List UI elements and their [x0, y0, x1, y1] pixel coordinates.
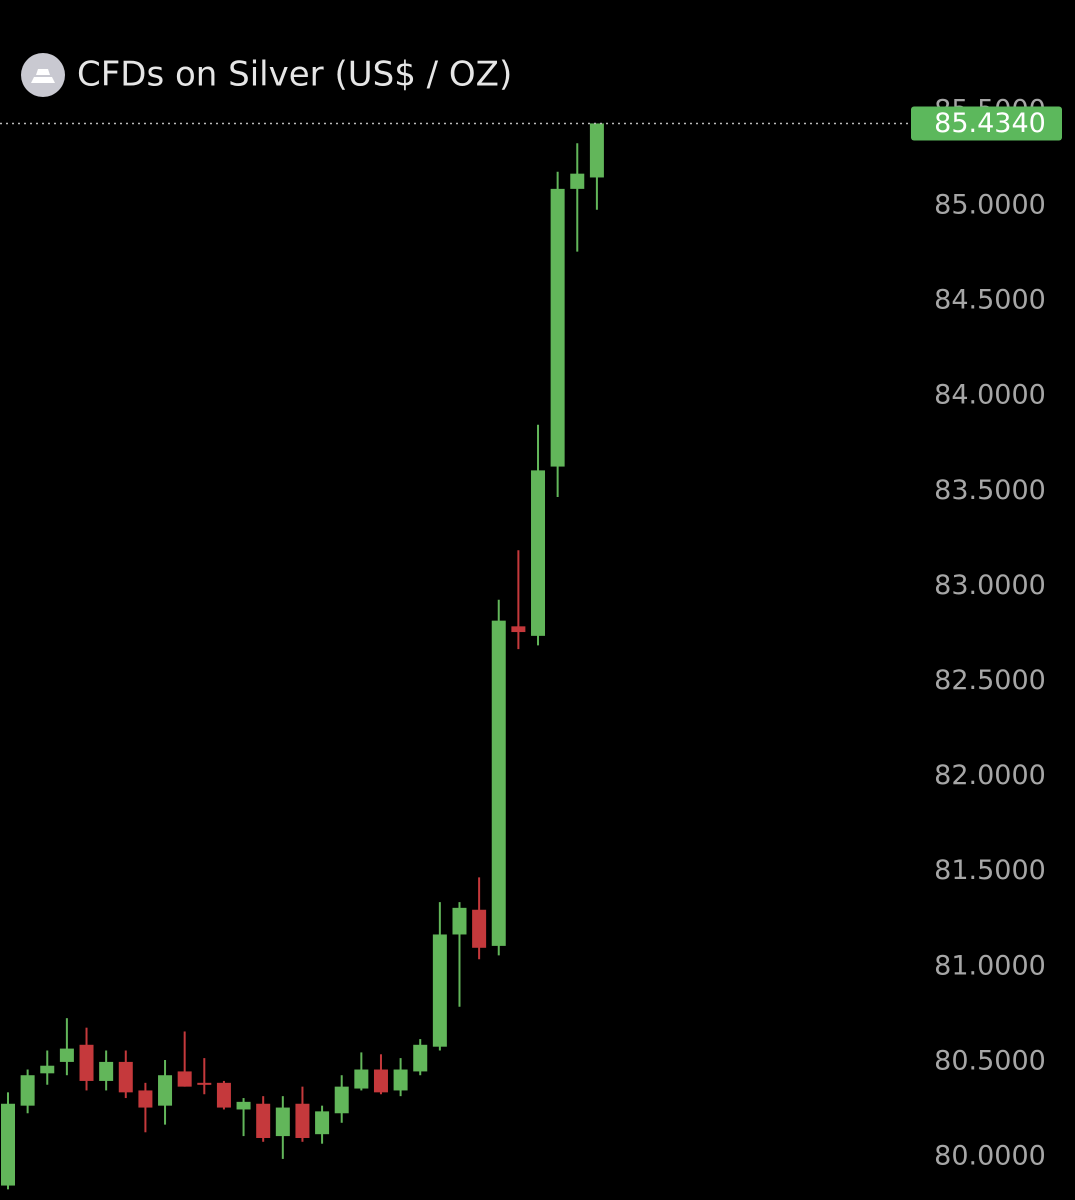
candle-body — [118, 1061, 133, 1093]
y-tick-label: 83.5000 — [934, 475, 1046, 506]
y-tick-label: 81.5000 — [934, 855, 1046, 886]
candle-body — [197, 1082, 212, 1085]
candle-body — [413, 1044, 428, 1072]
y-tick-label: 80.0000 — [934, 1141, 1046, 1172]
candle-body — [138, 1090, 153, 1108]
y-tick-label: 85.0000 — [934, 189, 1046, 220]
last-price-label: 85.4340 — [934, 108, 1046, 139]
candle-body — [373, 1069, 388, 1093]
candle-body — [589, 123, 604, 178]
candle-body — [177, 1071, 192, 1087]
candle-body — [570, 173, 585, 189]
candle-body — [216, 1082, 231, 1108]
y-tick-label: 81.0000 — [934, 950, 1046, 981]
candle-body — [393, 1069, 408, 1091]
y-tick-label: 82.5000 — [934, 665, 1046, 696]
candle-body — [334, 1086, 349, 1114]
candle-body — [452, 907, 467, 935]
candle-body — [99, 1061, 114, 1081]
candle-body — [20, 1075, 35, 1106]
candle-body — [256, 1103, 271, 1138]
candle-body — [531, 470, 546, 636]
candle-body — [550, 188, 565, 467]
candle-body — [432, 934, 447, 1047]
candle-body — [275, 1107, 290, 1137]
candle-body — [354, 1069, 369, 1089]
candle-body — [40, 1065, 55, 1074]
candle-body — [295, 1103, 310, 1138]
last-price-badge — [911, 106, 1062, 141]
candle-body — [79, 1044, 94, 1081]
candle-body — [59, 1048, 74, 1062]
y-tick-label: 80.5000 — [934, 1045, 1046, 1076]
candle-body — [158, 1075, 173, 1106]
y-tick-label: 84.5000 — [934, 285, 1046, 316]
candle-body — [315, 1111, 330, 1135]
plot-area: 80.0000 80.5000 81.0000 81.5000 82.0000 82.50… — [0, 94, 1062, 1190]
candle-body — [511, 626, 526, 633]
y-tick-label: 83.0000 — [934, 570, 1046, 601]
title-group: CFDs on Silver (US$ / OZ) — [21, 53, 512, 97]
candle-body — [236, 1101, 251, 1110]
chart-title: CFDs on Silver (US$ / OZ) — [77, 55, 512, 95]
y-tick-label: 84.0000 — [934, 380, 1046, 411]
candle-body — [491, 620, 506, 946]
silver-bars-icon — [31, 69, 55, 83]
candle-body — [1, 1103, 15, 1186]
candle-body — [472, 909, 487, 948]
y-tick-label: 82.0000 — [934, 760, 1046, 791]
